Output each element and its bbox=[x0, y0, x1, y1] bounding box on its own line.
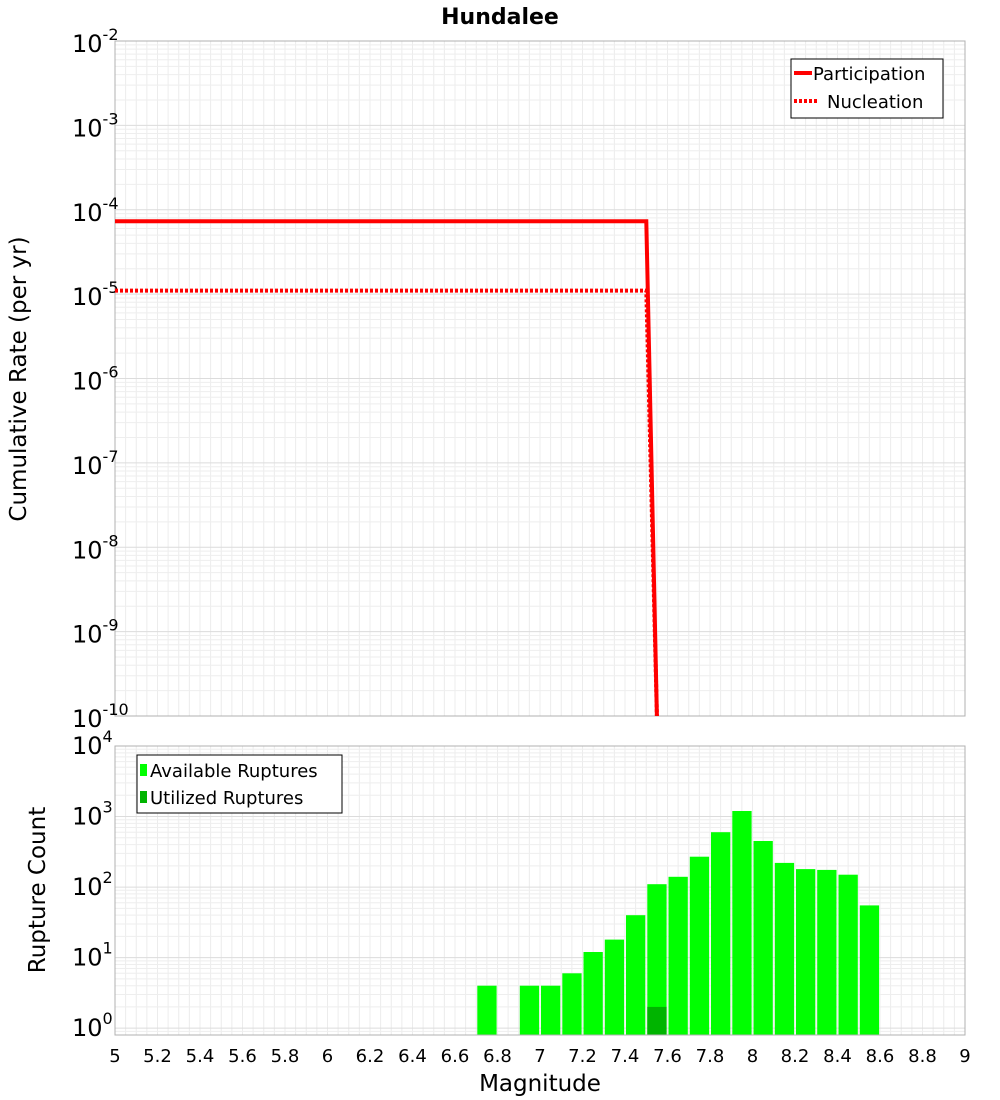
x-axis-label: Magnitude bbox=[479, 1071, 601, 1097]
x-tick-label: 5.2 bbox=[143, 1046, 172, 1067]
x-tick-label: 9 bbox=[959, 1046, 970, 1067]
count-panel: 104 103 102 101 100 5 5.2 5.4 5.6 5.8 6 6.2 6.4 6.6 6… bbox=[25, 727, 971, 1097]
rate-y-tick-label: 10-6 bbox=[72, 363, 119, 396]
series-line-participation bbox=[115, 219, 659, 717]
bar-available-ruptures bbox=[711, 832, 731, 1035]
rate-y-tick-label: 10-9 bbox=[72, 616, 119, 649]
x-tick-label: 7.2 bbox=[568, 1046, 597, 1067]
legend-utilized-swatch bbox=[140, 791, 147, 803]
legend-nucleation-label: Nucleation bbox=[827, 92, 923, 113]
count-bars bbox=[477, 811, 880, 1035]
bar-available-ruptures bbox=[647, 884, 667, 1035]
rate-y-tick-label: 10-2 bbox=[72, 25, 119, 58]
x-tick-label: 5.4 bbox=[186, 1046, 215, 1067]
bar-available-ruptures bbox=[732, 811, 752, 1035]
rate-legend-box bbox=[790, 58, 944, 119]
count-plot-frame bbox=[114, 745, 966, 1036]
rate-series bbox=[115, 219, 659, 717]
x-tick-label: 6.8 bbox=[483, 1046, 512, 1067]
rate-y-tick-label: 10-5 bbox=[72, 278, 119, 311]
bar-utilized-ruptures bbox=[647, 1006, 667, 1035]
x-ticks: 5 5.2 5.4 5.6 5.8 6 6.2 6.4 6.6 6.8 7 7.2 7.4 7.6 7.8 8… bbox=[109, 1046, 970, 1067]
x-tick-label: 6.2 bbox=[356, 1046, 385, 1067]
rate-y-axis-label: Cumulative Rate (per yr) bbox=[6, 236, 32, 521]
bar-available-ruptures bbox=[689, 856, 710, 1035]
count-y-ticks: 104 103 102 101 100 bbox=[72, 727, 113, 1042]
legend-available-label: Available Ruptures bbox=[150, 761, 318, 782]
series-line-nucleation bbox=[115, 288, 659, 717]
bar-available-ruptures bbox=[562, 973, 582, 1035]
x-tick-label: 6 bbox=[322, 1046, 333, 1067]
count-y-tick-label: 100 bbox=[72, 1009, 113, 1042]
x-tick-label: 8.2 bbox=[781, 1046, 810, 1067]
count-y-tick-label: 103 bbox=[72, 798, 113, 831]
x-tick-label: 5.8 bbox=[271, 1046, 300, 1067]
count-y-tick-label: 102 bbox=[72, 868, 113, 901]
count-y-axis-label: Rupture Count bbox=[25, 807, 51, 973]
x-tick-label: 5 bbox=[109, 1046, 120, 1067]
count-y-tick-label: 101 bbox=[72, 939, 113, 972]
legend-available-swatch bbox=[140, 764, 147, 776]
rate-y-tick-label: 10-4 bbox=[72, 194, 119, 227]
x-tick-label: 5.6 bbox=[228, 1046, 257, 1067]
rate-panel: Hundalee 10-210-310-410-510-610-710-810-… bbox=[6, 5, 966, 733]
x-tick-label: 8.4 bbox=[823, 1046, 852, 1067]
bar-available-ruptures bbox=[668, 876, 688, 1035]
x-tick-label: 8.8 bbox=[908, 1046, 937, 1067]
bar-available-ruptures bbox=[838, 874, 858, 1035]
bar-available-ruptures bbox=[541, 985, 561, 1035]
x-tick-label: 8 bbox=[747, 1046, 758, 1067]
x-tick-label: 7.4 bbox=[611, 1046, 640, 1067]
bar-available-ruptures bbox=[859, 905, 880, 1035]
bar-available-ruptures bbox=[626, 915, 646, 1035]
rate-y-tick-label: 10-10 bbox=[72, 700, 129, 733]
x-tick-label: 7 bbox=[534, 1046, 545, 1067]
x-tick-label: 7.8 bbox=[696, 1046, 725, 1067]
bar-available-ruptures bbox=[477, 985, 497, 1035]
count-y-tick-label: 104 bbox=[72, 727, 113, 760]
rate-y-tick-label: 10-3 bbox=[72, 109, 119, 142]
rate-y-tick-label: 10-7 bbox=[72, 447, 119, 480]
bar-available-ruptures bbox=[796, 869, 816, 1035]
bar-available-ruptures bbox=[604, 939, 625, 1035]
x-tick-label: 6.4 bbox=[398, 1046, 427, 1067]
count-legend: Available Ruptures Utilized Ruptures bbox=[136, 754, 343, 814]
x-tick-label: 6.6 bbox=[441, 1046, 470, 1067]
bar-available-ruptures bbox=[519, 985, 540, 1035]
rate-grid bbox=[114, 41, 966, 717]
bar-available-ruptures bbox=[817, 869, 837, 1035]
count-legend-box bbox=[136, 754, 343, 814]
legend-utilized-label: Utilized Ruptures bbox=[150, 788, 303, 809]
bar-available-ruptures bbox=[583, 952, 603, 1035]
rate-plot-frame bbox=[114, 40, 966, 717]
chart-title: Hundalee bbox=[441, 5, 559, 30]
x-tick-label: 8.6 bbox=[866, 1046, 895, 1067]
rate-y-ticks: 10-2 10-3 10-4 10-5 10-6 10-7 10-8 10-9 10-10 bbox=[72, 25, 129, 733]
bar-available-ruptures bbox=[753, 841, 773, 1035]
x-tick-label: 7.6 bbox=[653, 1046, 682, 1067]
rate-legend: Participation Nucleation bbox=[790, 58, 944, 119]
rate-y-tick-label: 10-8 bbox=[72, 531, 119, 564]
bar-available-ruptures bbox=[774, 862, 795, 1035]
legend-participation-label: Participation bbox=[813, 64, 925, 85]
